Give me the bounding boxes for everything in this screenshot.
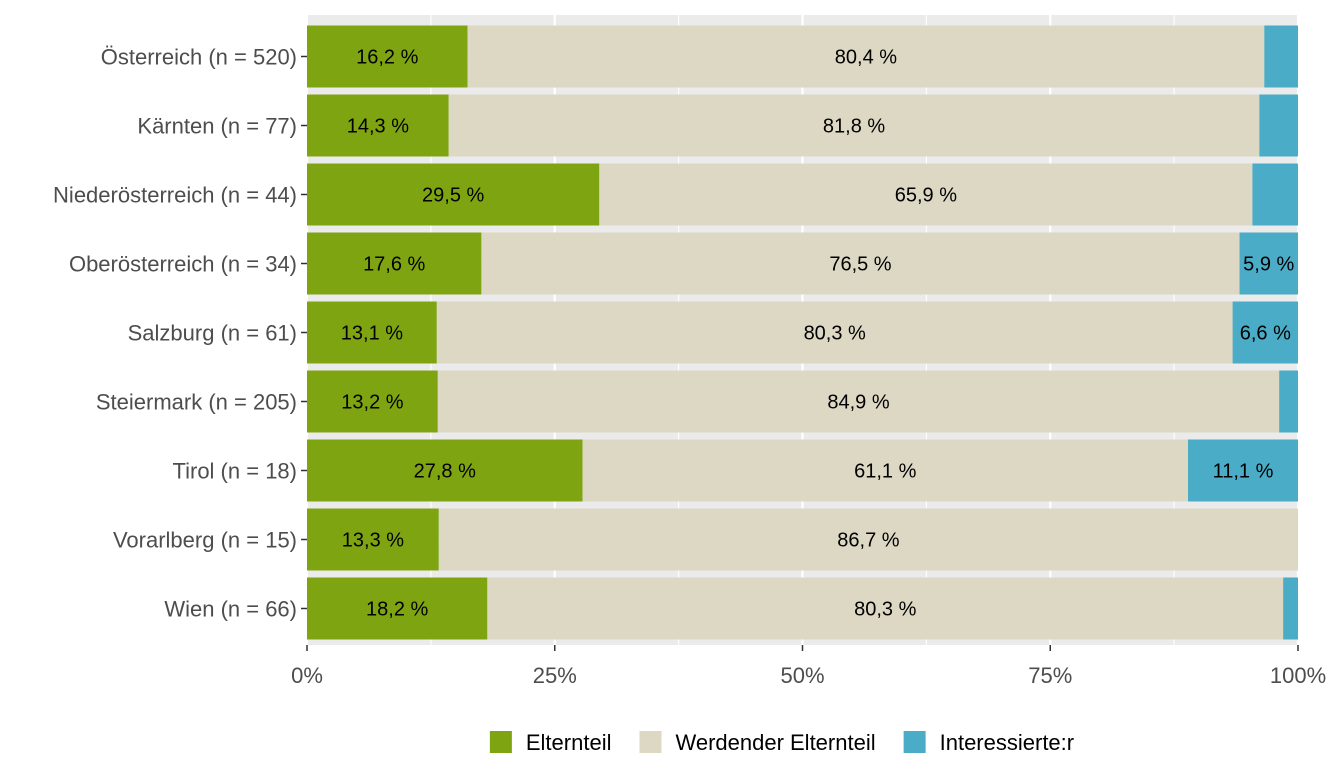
bar-data-label: 29,5 % <box>422 185 484 207</box>
bar-data-label: 84,9 % <box>827 392 889 414</box>
bar-segment <box>307 301 437 364</box>
legend-label: Werdender Elternteil <box>675 730 875 755</box>
bar-data-label: 18,2 % <box>366 599 428 621</box>
bar-segment <box>467 25 1265 88</box>
bar-data-label: 81,8 % <box>823 116 885 138</box>
x-tick-label: 50% <box>780 663 824 688</box>
bar-segment <box>1252 163 1298 226</box>
bar-segment <box>1232 301 1298 364</box>
bar-segment <box>582 439 1188 502</box>
x-tick-label: 100% <box>1270 663 1326 688</box>
bar-segment <box>481 232 1240 295</box>
bar-segment <box>1239 232 1298 295</box>
bar-data-label: 80,4 % <box>835 47 897 69</box>
bar-segment <box>1259 94 1298 157</box>
bar-data-label: 80,3 % <box>854 599 916 621</box>
bar-data-label: 13,2 % <box>341 392 403 414</box>
bar-segment <box>436 301 1233 364</box>
bar-segment <box>307 232 482 295</box>
bar-data-label: 14,3 % <box>347 116 409 138</box>
bar-data-label: 6,6 % <box>1240 323 1291 345</box>
bar-data-label: 13,3 % <box>342 530 404 552</box>
bar-data-label: 80,3 % <box>804 323 866 345</box>
legend-key <box>639 731 662 753</box>
category-axis: Österreich (n = 520) Kärnten (n = 77) Nied… <box>53 45 307 622</box>
legend: Elternteil Werdender Elternteil Interessie… <box>489 730 1075 755</box>
bar-segment <box>307 508 439 571</box>
bar-segment <box>448 94 1260 157</box>
bar-data-label: 86,7 % <box>837 530 899 552</box>
x-tick-label: 75% <box>1028 663 1072 688</box>
category-label: Steiermark (n = 205) <box>96 390 297 415</box>
bar-segment <box>307 94 449 157</box>
category-label: Vorarlberg (n = 15) <box>113 528 297 553</box>
bar-segment <box>1187 439 1298 502</box>
x-axis: 0% 25% 50% 75% 100% <box>291 645 1326 688</box>
bar-segment <box>437 370 1280 433</box>
bar-segment <box>307 577 488 640</box>
x-tick-label: 0% <box>291 663 323 688</box>
legend-key <box>903 731 926 753</box>
legend-key <box>489 731 512 753</box>
category-label: Niederösterreich (n = 44) <box>53 183 297 208</box>
bar-data-label: 27,8 % <box>414 461 476 483</box>
bar-data-label: 16,2 % <box>356 47 418 69</box>
bar-data-label: 61,1 % <box>854 461 916 483</box>
category-label: Salzburg (n = 61) <box>128 321 297 346</box>
category-label: Kärnten (n = 77) <box>137 114 297 139</box>
bar-data-label: 65,9 % <box>895 185 957 207</box>
bar-data-label: 13,1 % <box>341 323 403 345</box>
bar-data-label: 76,5 % <box>829 254 891 276</box>
bar-segment <box>599 163 1253 226</box>
x-tick-label: 25% <box>533 663 577 688</box>
bars: 16,2 % 80,4 % 14,3 % 81,8 % 29,5 % 65,9 % 17,6… <box>307 25 1299 640</box>
bar-segment <box>307 370 438 433</box>
bar-data-label: 5,9 % <box>1243 254 1294 276</box>
bar-segment <box>438 508 1299 571</box>
bar-segment <box>487 577 1284 640</box>
category-label: Wien (n = 66) <box>164 597 297 622</box>
bar-data-label: 17,6 % <box>363 254 425 276</box>
bar-segment <box>307 439 583 502</box>
bar-segment <box>307 25 468 88</box>
category-label: Tirol (n = 18) <box>172 459 297 484</box>
bar-data-label: 11,1 % <box>1213 461 1274 483</box>
bar-segment <box>1283 577 1298 640</box>
legend-label: Elternteil <box>526 730 612 755</box>
category-label: Österreich (n = 520) <box>101 45 297 70</box>
bar-segment <box>1264 25 1298 88</box>
legend-label: Interessierte:r <box>940 730 1075 755</box>
bar-segment <box>1279 370 1298 433</box>
bar-segment <box>307 163 600 226</box>
category-label: Oberösterreich (n = 34) <box>69 252 297 277</box>
